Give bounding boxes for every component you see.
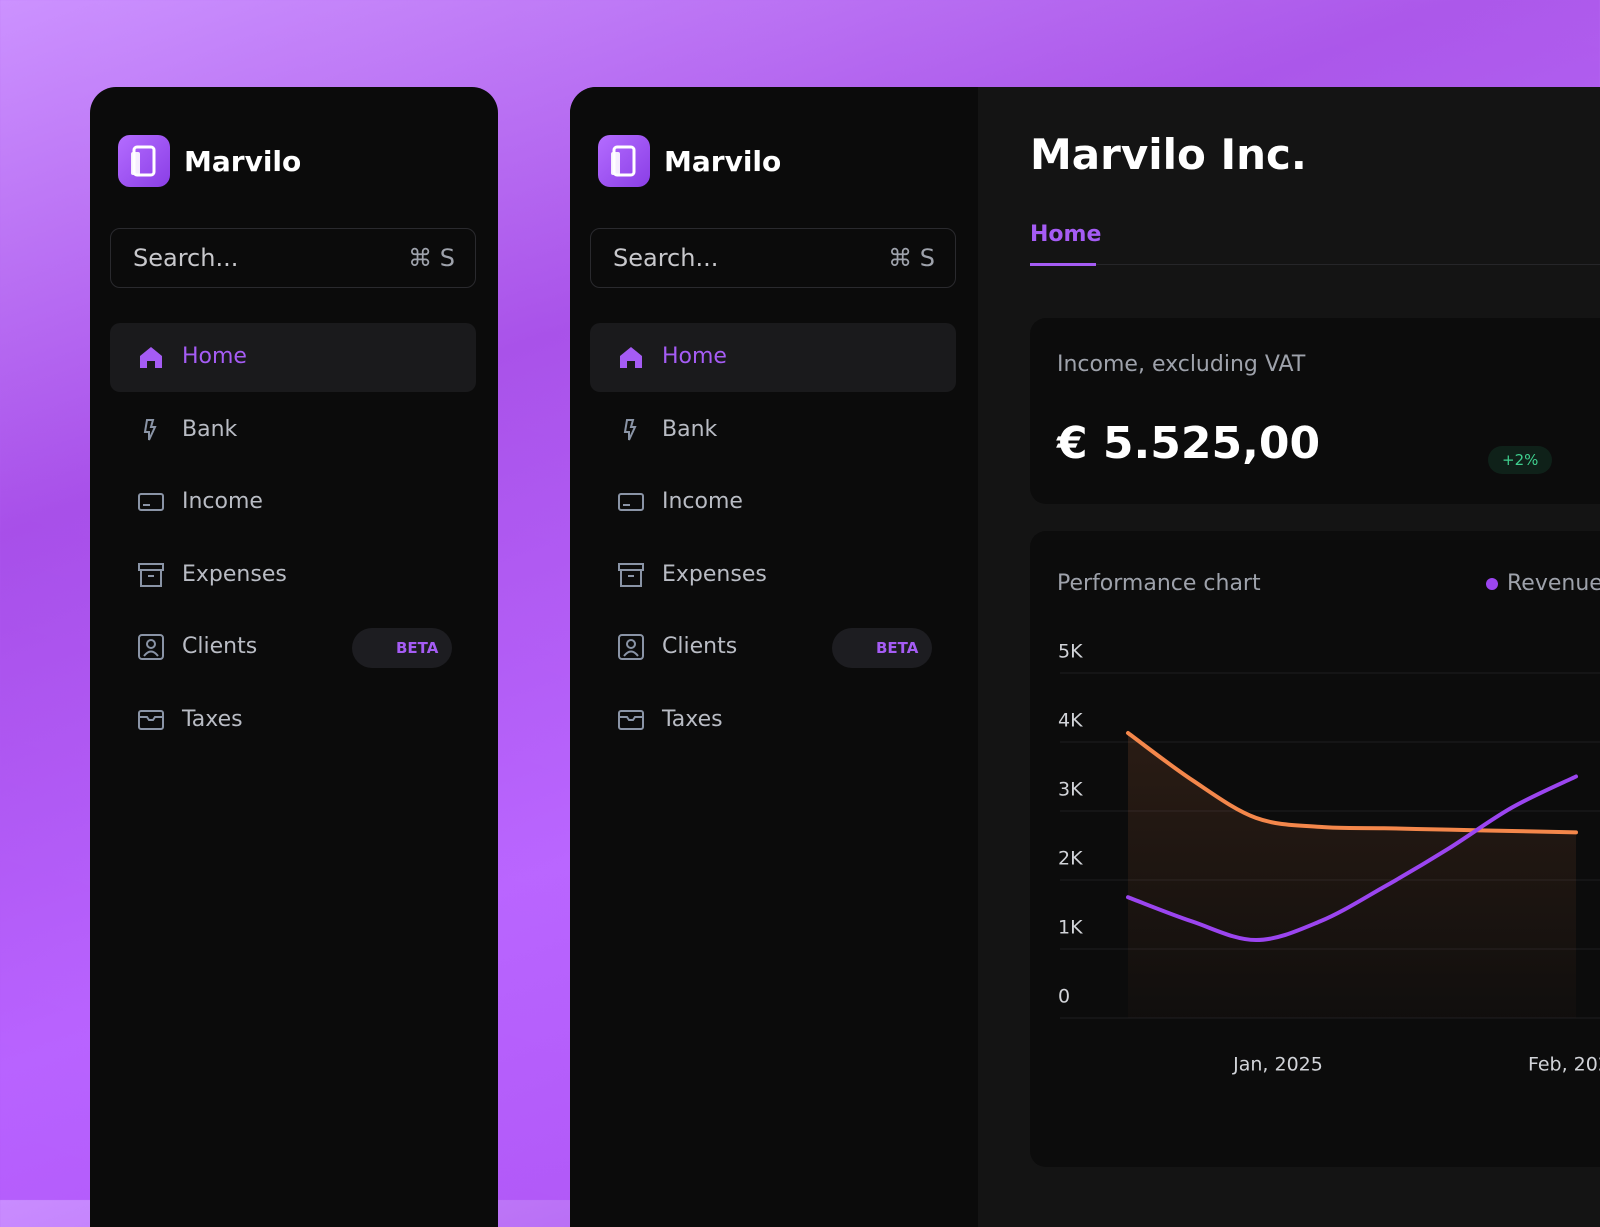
y-tick-label: 2K [1058, 848, 1083, 870]
nav-item[interactable]: Bank [590, 396, 956, 465]
nav-item[interactable]: Income [590, 468, 956, 537]
icon [138, 709, 164, 730]
change-badge: +2% [1488, 446, 1553, 474]
nav-icon [618, 634, 644, 660]
nav-icon [618, 489, 644, 515]
line [1126, 731, 1578, 835]
nav-item[interactable]: Clients BETA [590, 613, 956, 682]
nav-icon [138, 344, 164, 370]
nav-item[interactable]: Clients BETA [110, 613, 476, 682]
logo-icon [611, 145, 636, 177]
nav-icon [138, 707, 164, 733]
nav-item[interactable]: Expenses [590, 541, 956, 610]
nav-icon [618, 562, 644, 588]
nav-label: Bank [182, 416, 238, 442]
income-amount: € 5.525,00 [1057, 418, 1321, 469]
income-label: Income, excluding VAT [1057, 352, 1306, 377]
icon [623, 418, 637, 440]
nav-item[interactable]: Taxes [110, 686, 476, 755]
brand-logo [118, 135, 170, 187]
y-tick-label: 1K [1058, 917, 1083, 939]
nav-icon [618, 417, 644, 443]
nav-icon [138, 562, 164, 588]
icon [140, 347, 162, 368]
search-placeholder: Search... [613, 244, 719, 272]
search-shortcut: ⌘ S [408, 244, 455, 272]
icon [618, 493, 644, 511]
sidebar-panel: Marvilo Search... ⌘ S Home Bank Income Expense… [90, 87, 498, 1227]
brand-logo [598, 135, 650, 187]
nav-label: Home [662, 344, 727, 369]
page-title: Marvilo Inc. [1030, 130, 1307, 179]
line [1126, 774, 1578, 943]
nav-label: Bank [662, 416, 718, 442]
icon [618, 709, 644, 730]
legend-label: Revenue [1507, 571, 1600, 596]
tab-divider [1096, 264, 1600, 265]
icon [138, 562, 164, 587]
icon [618, 562, 644, 587]
nav-item[interactable]: Home [590, 323, 956, 392]
nav-label: Income [182, 489, 263, 514]
beta-badge: BETA [832, 628, 933, 668]
search-box[interactable]: Search... ⌘ S [110, 228, 476, 288]
icon [138, 634, 164, 660]
search-shortcut: ⌘ S [888, 244, 935, 272]
nav-label: Taxes [182, 706, 243, 732]
nav-icon [138, 634, 164, 660]
brand-name: Marvilo [664, 145, 782, 178]
nav-icon [138, 417, 164, 443]
search-box[interactable]: Search... ⌘ S [590, 228, 956, 288]
nav-label: Expenses [182, 561, 287, 587]
nav-item[interactable]: Expenses [110, 541, 476, 610]
x-tick-label: Feb, 2025 [1528, 1054, 1600, 1076]
nav-item[interactable]: Home [110, 323, 476, 392]
nav-label: Clients [662, 634, 738, 659]
beta-badge: BETA [352, 628, 453, 668]
brand-name: Marvilo [184, 145, 302, 178]
y-tick-label: 3K [1058, 779, 1083, 801]
nav-label: Taxes [662, 706, 723, 732]
search-placeholder: Search... [133, 244, 239, 272]
y-tick-label: 5K [1058, 641, 1083, 663]
y-tick-label: 4K [1058, 710, 1083, 732]
icon [620, 347, 642, 368]
area [1128, 733, 1576, 1018]
nav-label: Clients [182, 634, 258, 659]
income-card: Income, excluding VAT € 5.525,00 +2% [1030, 318, 1600, 504]
nav-label: Expenses [662, 561, 767, 587]
tab[interactable]: Home [1030, 222, 1102, 247]
x-tick-label: Jan, 2025 [1232, 1054, 1323, 1076]
tab-underline [1030, 263, 1096, 266]
nav-icon [618, 344, 644, 370]
logo-icon [131, 145, 156, 177]
nav-item[interactable]: Taxes [590, 686, 956, 755]
icon [143, 418, 157, 440]
icon [618, 634, 644, 660]
chart: Performance chart 0 1K 2K 3K 4K 5K Jan, 2025 Fe… [1057, 571, 1600, 1076]
chart-title: Performance chart [1057, 571, 1261, 596]
icon [138, 493, 164, 511]
nav-icon [138, 489, 164, 515]
nav-icon [618, 707, 644, 733]
y-tick-label: 0 [1058, 986, 1070, 1008]
nav-item[interactable]: Bank [110, 396, 476, 465]
legend-dot [1486, 578, 1498, 590]
sidebar: Marvilo Search... ⌘ S Home Bank Income Expense… [570, 87, 978, 1227]
nav-label: Income [662, 489, 743, 514]
nav-label: Home [182, 344, 247, 369]
nav-item[interactable]: Income [110, 468, 476, 537]
